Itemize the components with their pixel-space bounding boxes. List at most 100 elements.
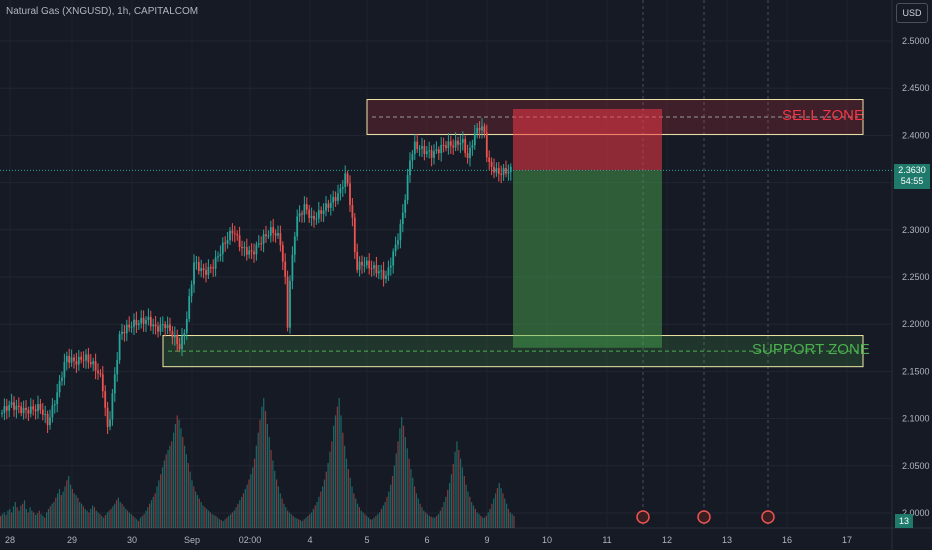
volume-bar (195, 491, 197, 528)
volume-bar (458, 450, 460, 528)
volume-bar (478, 514, 480, 528)
candle-body (337, 193, 339, 201)
candle-body (8, 404, 11, 411)
volume-bar (423, 510, 425, 528)
volume-bar (264, 411, 267, 528)
candle-body (507, 172, 510, 174)
volume-bar (11, 512, 13, 528)
volume-bar (404, 437, 406, 528)
volume-bar (364, 514, 366, 528)
volume-bar (437, 514, 440, 528)
volume-bar (408, 458, 410, 528)
volume-bar (303, 519, 305, 528)
volume-bar (461, 467, 464, 528)
volume-bar (93, 507, 96, 528)
volume-bar (296, 518, 298, 528)
candle-body (181, 336, 183, 350)
candle-body (154, 324, 157, 327)
volume-bar (298, 519, 300, 528)
candle-body (166, 324, 169, 329)
candle-body (73, 357, 75, 361)
volume-bar (334, 415, 337, 528)
candle-body (296, 216, 299, 237)
volume-bar (62, 491, 64, 528)
candle-body (197, 262, 200, 272)
volume-bar (235, 507, 237, 528)
volume-bar (355, 498, 357, 528)
volume-bar (22, 503, 24, 528)
volume-bar (42, 515, 44, 528)
x-tick-label: 02:00 (239, 535, 262, 545)
volume-bar (36, 513, 38, 528)
volume-bar (496, 488, 498, 528)
candle-body (502, 168, 505, 175)
volume-bar (196, 495, 199, 528)
volume-bar (472, 505, 475, 528)
candle-body (497, 168, 500, 174)
candle-body (457, 140, 459, 145)
candle-body (142, 317, 145, 324)
volume-bar (504, 498, 506, 528)
volume-bar (97, 512, 99, 528)
candle-body (207, 267, 210, 275)
candle-body (404, 199, 407, 213)
volume-bar (402, 425, 405, 528)
volume-bar (115, 500, 118, 528)
candle-body (445, 145, 447, 149)
volume-bar (320, 491, 322, 528)
volume-bar (14, 502, 16, 528)
candle-body (401, 212, 404, 225)
sell-zone-label[interactable]: SELL ZONE (782, 107, 864, 124)
candle-body (217, 256, 219, 258)
last-price-tag: 2.3630 54:55 (894, 164, 930, 189)
candle-body (428, 150, 431, 152)
volume-bar (288, 512, 291, 528)
volume-bar (506, 503, 508, 528)
candle-body (421, 146, 423, 149)
candle-body (454, 140, 457, 148)
candle-body (394, 244, 397, 252)
volume-bar (218, 519, 221, 528)
volume-bar (172, 432, 175, 528)
candle-body (135, 319, 138, 326)
candle-body (399, 224, 402, 241)
volume-bar (44, 517, 46, 528)
support-zone-label[interactable]: SUPPORT ZONE (752, 341, 870, 358)
candle-body (449, 141, 452, 146)
candle-body (483, 126, 486, 133)
y-tick-label: 2.3000 (902, 225, 930, 235)
candle-body (392, 251, 395, 266)
volume-bar (104, 515, 107, 528)
candle-body (77, 356, 80, 365)
volume-bar (494, 493, 497, 528)
volume-bar (75, 495, 77, 528)
volume-bar (421, 507, 423, 528)
volume-bar (509, 512, 511, 528)
last-price-value: 2.3630 (898, 165, 926, 175)
volume-bar (230, 514, 232, 528)
x-tick-label: 9 (484, 535, 489, 545)
volume-bar (379, 512, 381, 528)
volume-bar (182, 437, 184, 528)
volume-bar (480, 515, 482, 528)
candle-body (128, 324, 131, 328)
candle-body (46, 413, 49, 426)
volume-bar (34, 515, 37, 528)
volume-bar (191, 480, 193, 528)
volume-bar (358, 507, 360, 528)
volume-bar (71, 489, 73, 528)
candle-body (34, 409, 37, 412)
currency-button[interactable]: USD (896, 3, 928, 23)
x-tick-label: Sep (184, 535, 200, 545)
candle-body (49, 417, 51, 426)
volume-bar (390, 484, 392, 528)
candle-body (471, 145, 474, 148)
stop-loss-area (513, 108, 662, 171)
volume-bar (184, 445, 186, 528)
candle-body (106, 407, 109, 427)
candle-body (27, 409, 30, 414)
volume-bar (439, 510, 441, 528)
volume-bar (299, 520, 302, 528)
candle-body (68, 355, 71, 363)
